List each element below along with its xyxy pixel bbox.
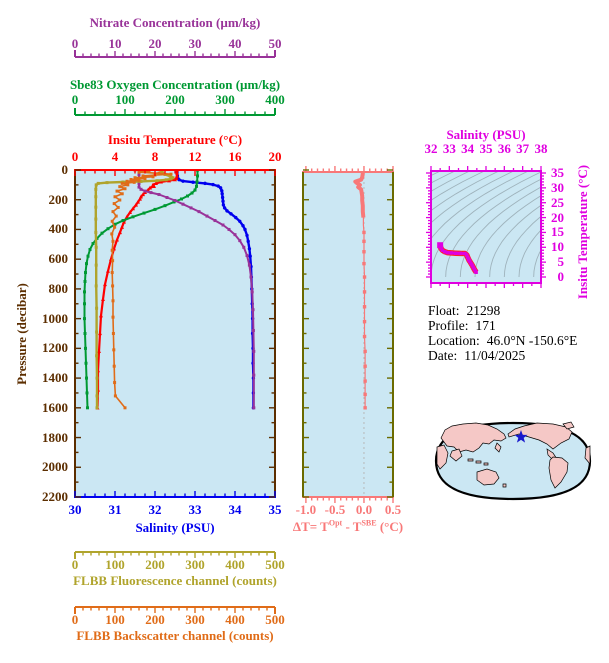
tick-label: 1600	[42, 399, 68, 415]
tick-label: 0.0	[355, 502, 373, 517]
tick-label: 33	[442, 141, 456, 156]
delta-t-axis-title: ΔT= TOpt - TSBE (°C)	[292, 518, 404, 534]
tick-label: 32	[148, 502, 162, 517]
tick-label: 5	[557, 254, 565, 270]
tick-label: 31	[108, 502, 122, 517]
tick-label: 0	[71, 92, 79, 107]
profile-row: Profile: 171	[428, 318, 577, 333]
delta-t-curve	[353, 172, 367, 497]
tick-label: 100	[105, 612, 125, 627]
tick-label: 1800	[42, 429, 68, 445]
tick-label: 8	[151, 149, 159, 164]
tick-label: 16	[228, 149, 242, 164]
tick-label: 200	[48, 191, 69, 207]
tick-label: 400	[225, 612, 245, 627]
float-id-row: Float: 21298	[428, 303, 577, 318]
tick-label: 0	[557, 269, 565, 284]
tick-label: 10	[108, 36, 122, 51]
tick-label: -0.5	[324, 502, 346, 517]
tick-label: 400	[48, 221, 69, 237]
backscatter-axis-title: FLBB Backscatter channel (counts)	[76, 628, 274, 643]
tick-label: 20	[148, 36, 162, 51]
profile-label: Profile:	[428, 318, 469, 333]
tick-label: 40	[228, 36, 242, 51]
world-map	[434, 421, 592, 501]
tick-label: 30	[188, 36, 202, 51]
tick-label: 600	[48, 251, 69, 267]
nitrate-axis-title: Nitrate Concentration (µm/kg)	[89, 15, 261, 30]
tick-label: 0	[71, 557, 79, 572]
tick-label: 0	[71, 36, 79, 51]
tick-label: 0	[71, 612, 79, 627]
tick-label: 0	[61, 162, 69, 177]
tick-label: 35	[479, 141, 493, 156]
series-insitu-temperature	[96, 170, 179, 408]
tick-label: 800	[48, 280, 69, 296]
date-label: Date:	[428, 348, 458, 363]
date-row: Date: 11/04/2025	[428, 348, 577, 363]
tick-label: 200	[145, 612, 165, 627]
tick-label: 100	[115, 92, 135, 107]
date-value: 11/04/2025	[464, 348, 526, 363]
series-backscatter	[111, 170, 172, 409]
tick-label: 2000	[42, 459, 68, 475]
tick-label: 50	[268, 36, 282, 51]
tick-label: 35	[551, 165, 564, 180]
tick-label: 12	[188, 149, 202, 164]
salinity-axis-title: Salinity (PSU)	[135, 520, 215, 535]
pressure-axis-title: Pressure (decibar)	[14, 283, 29, 385]
tick-label: 34	[461, 141, 475, 156]
profile-value: 171	[475, 318, 496, 333]
tick-label: 500	[265, 612, 285, 627]
isopycnal-contours	[431, 171, 541, 278]
tick-label: 200	[165, 92, 185, 107]
tick-label: 200	[145, 557, 165, 572]
tick-label: 400	[265, 92, 285, 107]
tick-label: 20	[268, 149, 282, 164]
tick-label: 33	[188, 502, 202, 517]
tick-label: 1200	[42, 340, 68, 356]
fluorescence-axis-title: FLBB Fluorescence channel (counts)	[73, 573, 277, 588]
float-info: Float: 21298 Profile: 171 Location: 46.0°N …	[428, 303, 577, 363]
ts-temperature-axis-title: Insitu Temperature (°C)	[575, 164, 590, 300]
float-location-star	[514, 429, 528, 443]
tick-label: 2200	[42, 489, 68, 504]
tick-label: 300	[185, 557, 205, 572]
tick-label: 32	[424, 141, 438, 156]
oxygen-axis-title: Sbe83 Oxygen Concentration (µm/kg)	[69, 77, 281, 92]
tick-label: 25	[551, 194, 564, 210]
tick-label: 30	[68, 502, 82, 517]
tick-label: 500	[265, 557, 285, 572]
tick-label: 35	[268, 502, 282, 517]
float-label: Float:	[428, 303, 460, 318]
tick-label: 0.5	[384, 502, 402, 517]
location-row: Location: 46.0°N -150.6°E	[428, 333, 577, 348]
tick-label: 400	[225, 557, 245, 572]
ts-salinity-axis-title: Salinity (PSU)	[446, 127, 526, 142]
tick-label: 1400	[42, 370, 68, 386]
tick-label: 36	[497, 141, 511, 156]
tick-label: 34	[228, 502, 242, 517]
location-value: 46.0°N -150.6°E	[486, 333, 578, 348]
temperature-axis-title: Insitu Temperature (°C)	[107, 132, 243, 147]
tick-label: 300	[215, 92, 235, 107]
tick-label: -1.0	[295, 502, 317, 517]
tick-label: 30	[551, 179, 564, 195]
tick-label: 20	[551, 209, 564, 225]
tick-label: 38	[534, 141, 548, 156]
location-label: Location:	[428, 333, 480, 348]
tick-label: 10	[551, 239, 564, 255]
float-value: 21298	[466, 303, 501, 318]
tick-label: 1000	[42, 310, 68, 326]
profile-curves	[83, 170, 256, 410]
tick-label: 0	[71, 149, 79, 164]
tick-label: 15	[551, 224, 564, 240]
tick-label: 300	[185, 612, 205, 627]
tick-label: 37	[516, 141, 530, 156]
tick-label: 100	[105, 557, 125, 572]
tick-label: 4	[111, 149, 119, 164]
